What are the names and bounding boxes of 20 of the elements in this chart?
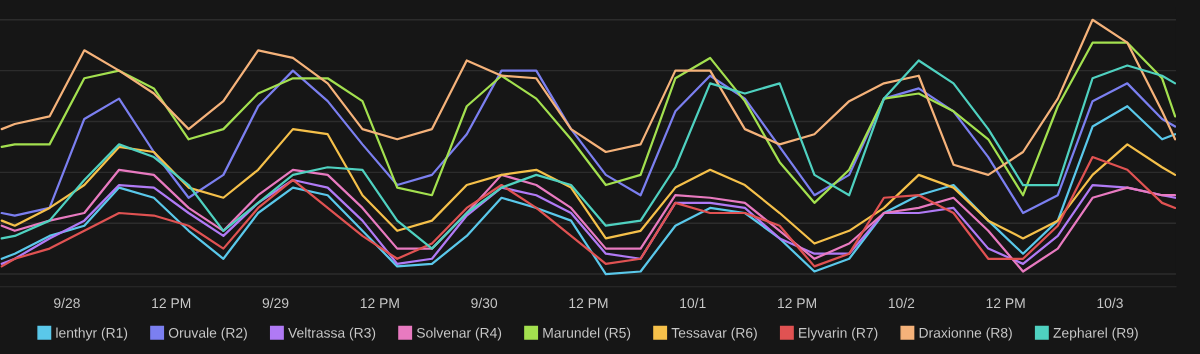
x-tick-label: 10/3	[1097, 297, 1123, 309]
legend-label: Draxionne (R8)	[919, 327, 1012, 341]
legend-label: Oruvale (R2)	[168, 327, 247, 341]
legend-label: Solvenar (R4)	[416, 327, 502, 341]
legend-label: Elyvarin (R7)	[799, 327, 878, 341]
x-tick-label: 12 PM	[778, 298, 816, 308]
x-tick-label: 9/28	[54, 297, 80, 309]
x-tick-label: 9/29	[262, 297, 289, 309]
legend-label: Tessavar (R6)	[671, 327, 757, 341]
legend-label: Marundel (R5)	[543, 327, 631, 341]
x-tick-label: 9/30	[471, 297, 498, 309]
x-tick-label: 12 PM	[986, 298, 1025, 308]
x-tick-label: 12 PM	[360, 298, 399, 308]
legend-label: lenthyr (R1)	[56, 327, 128, 341]
x-tick-label: 10/1	[680, 297, 706, 309]
x-tick-label: 10/2	[888, 297, 915, 309]
legend-label: Veltrassa (R3)	[288, 327, 376, 341]
x-tick-label: 12 PM	[152, 298, 191, 308]
legend-label: Zepharel (R9)	[1053, 327, 1138, 341]
x-tick-label: 12 PM	[569, 298, 608, 308]
